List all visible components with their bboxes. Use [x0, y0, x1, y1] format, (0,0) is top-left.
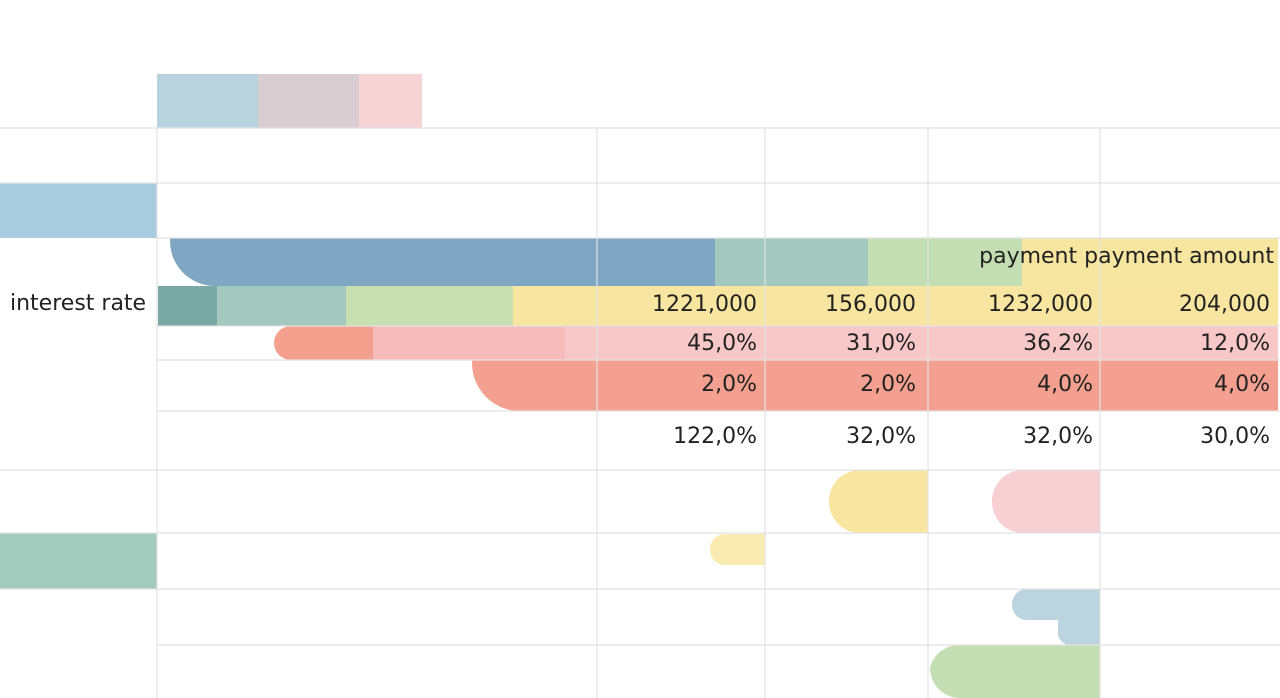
cell-value: 4,0%: [1037, 372, 1093, 397]
block: [157, 74, 258, 128]
bar: [170, 238, 715, 286]
cell-value: 32,0%: [846, 424, 916, 449]
block: [0, 533, 157, 589]
cell-value: 4,0%: [1214, 372, 1270, 397]
pill: [828, 470, 928, 533]
cell-value: 12,0%: [1200, 331, 1270, 356]
pill: [1057, 620, 1100, 646]
bar: [565, 326, 1278, 360]
pill: [991, 470, 1100, 533]
cell-value: 2,0%: [860, 372, 916, 397]
block: [258, 74, 359, 128]
cell-value: 45,0%: [687, 331, 757, 356]
cell-value: 122,0%: [673, 424, 757, 449]
bar: [868, 238, 1022, 286]
cell-value: 1221,000: [652, 292, 757, 317]
pill: [709, 533, 765, 566]
cell-value: 204,000: [1179, 292, 1270, 317]
pill: [930, 644, 1100, 698]
bar: [346, 286, 513, 326]
cell-value: 156,000: [825, 292, 916, 317]
cell-value: 31,0%: [846, 331, 916, 356]
block: [0, 183, 157, 238]
cell-value: 2,0%: [701, 372, 757, 397]
color-blocks: [0, 74, 1278, 698]
bar: [273, 326, 373, 360]
bar: [217, 286, 346, 326]
header-label: payment payment amount: [979, 244, 1274, 269]
bar: [472, 360, 1278, 411]
cells: 1221,000 156,000 1232,000 204,000 45,0% 31,0%…: [652, 292, 1270, 449]
cell-value: 1232,000: [988, 292, 1093, 317]
cell-value: 36,2%: [1023, 331, 1093, 356]
cell-value: 32,0%: [1023, 424, 1093, 449]
cell-value: 30,0%: [1200, 424, 1270, 449]
bar: [513, 286, 1278, 326]
bar: [158, 286, 217, 326]
bar: [1022, 238, 1278, 286]
bar: [715, 238, 868, 286]
grid: [0, 127, 1280, 698]
bar: [373, 326, 565, 360]
block: [359, 74, 422, 128]
row-label: interest rate: [10, 291, 146, 316]
pill: [1011, 588, 1100, 621]
